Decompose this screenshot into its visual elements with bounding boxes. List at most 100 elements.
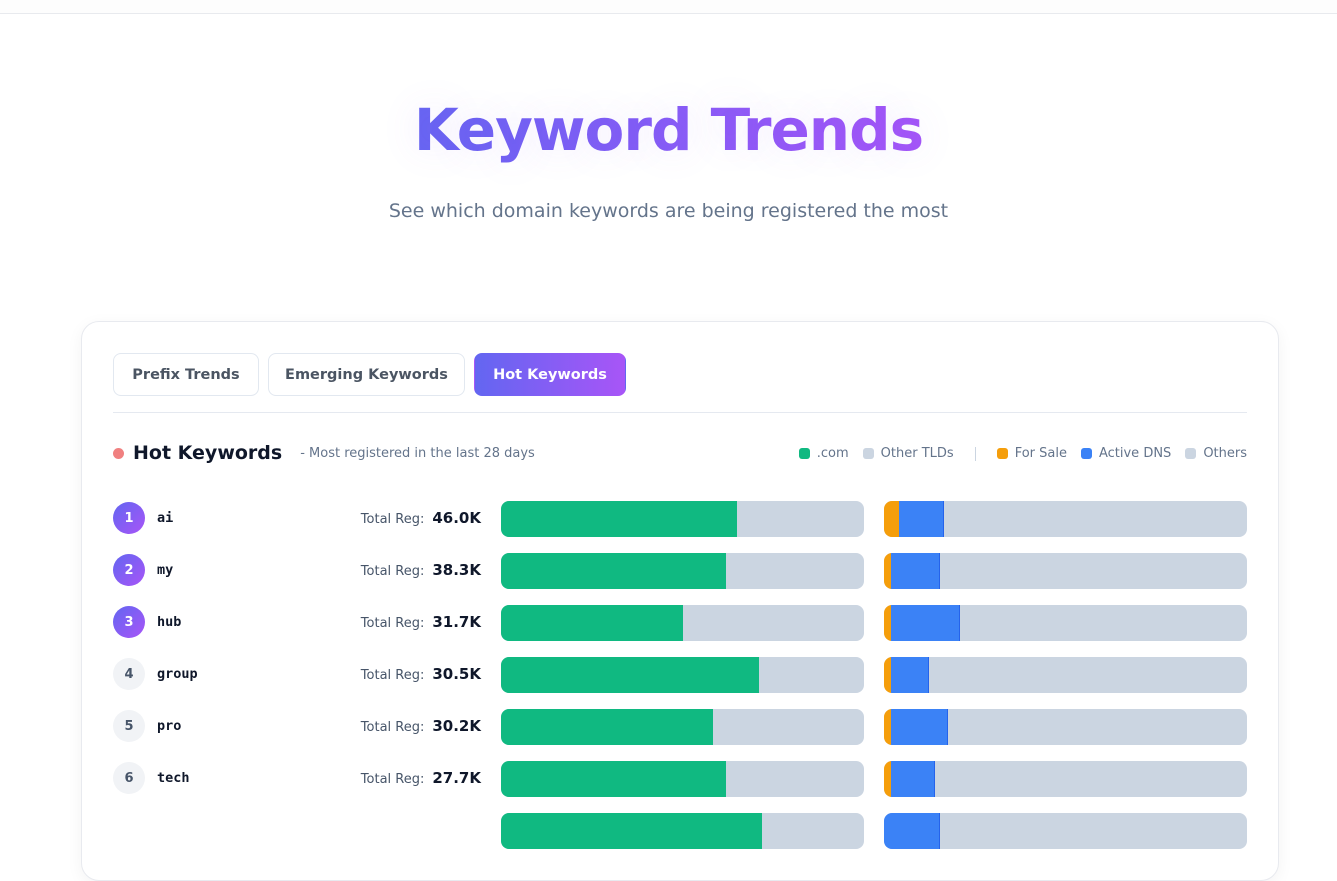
total-label: Total Reg: xyxy=(360,616,425,631)
keyword-list: 1 ai Total Reg: 46.0K 2 my Total Reg: 38… xyxy=(113,501,1247,865)
tld-split-bar xyxy=(501,553,864,589)
total-label: Total Reg: xyxy=(360,512,425,527)
status-split-bar xyxy=(884,761,1247,797)
legend-swatch-others-icon xyxy=(1185,448,1197,459)
hot-indicator-dot-icon xyxy=(113,447,124,459)
chart-legend: .com Other TLDs For Sale Active DNS Othe… xyxy=(785,446,1247,461)
tab-prefix-trends[interactable]: Prefix Trends xyxy=(113,353,259,396)
total-value: 30.5K xyxy=(432,665,481,683)
active-dns-segment xyxy=(891,553,941,589)
legend-label: Others xyxy=(1203,446,1247,461)
keyword-trends-card: Prefix Trends Emerging Keywords Hot Keyw… xyxy=(81,321,1279,881)
com-segment xyxy=(501,761,727,797)
keyword-row[interactable]: 5 pro Total Reg: 30.2K xyxy=(113,709,1247,761)
legend-item-for-sale: For Sale xyxy=(996,446,1067,461)
total-registrations: Total Reg: 27.7K xyxy=(361,769,481,787)
keyword-name[interactable]: group xyxy=(157,666,198,682)
keyword-row[interactable]: 6 tech Total Reg: 27.7K xyxy=(113,761,1247,813)
com-segment xyxy=(501,709,714,745)
rank-badge: 5 xyxy=(113,710,145,742)
legend-label: For Sale xyxy=(1014,446,1067,461)
active-dns-segment xyxy=(884,813,941,849)
page-title: Keyword Trends xyxy=(384,80,953,180)
total-label: Total Reg: xyxy=(360,564,425,579)
total-label: Total Reg: xyxy=(360,668,425,683)
com-segment xyxy=(501,657,759,693)
total-value: 46.0K xyxy=(432,509,481,527)
status-split-bar xyxy=(884,813,1247,849)
tab-bar: Prefix Trends Emerging Keywords Hot Keyw… xyxy=(113,353,626,396)
tld-split-bar xyxy=(501,605,864,641)
legend-label: Active DNS xyxy=(1098,446,1172,461)
rank-badge: 4 xyxy=(113,658,145,690)
rank-badge: 1 xyxy=(113,502,145,534)
legend-separator xyxy=(974,446,976,461)
section-title: Hot Keywords xyxy=(133,442,283,464)
com-segment xyxy=(501,605,683,641)
legend-swatch-active-dns-icon xyxy=(1080,448,1092,459)
rank-badge: 3 xyxy=(113,606,145,638)
keyword-row[interactable]: 4 group Total Reg: 30.5K xyxy=(113,657,1247,709)
total-registrations: Total Reg: 46.0K xyxy=(361,509,481,527)
status-split-bar xyxy=(884,657,1247,693)
top-nav-bar xyxy=(0,0,1337,14)
keyword-row[interactable]: 1 ai Total Reg: 46.0K xyxy=(113,501,1247,553)
hero: Keyword Trends xyxy=(0,80,1337,180)
legend-swatch-other-tlds-icon xyxy=(862,448,874,459)
status-split-bar xyxy=(884,605,1247,641)
for-sale-segment xyxy=(884,709,892,745)
active-dns-segment xyxy=(891,761,935,797)
status-split-bar xyxy=(884,553,1247,589)
keyword-row[interactable]: 2 my Total Reg: 38.3K xyxy=(113,553,1247,605)
page-subtitle: See which domain keywords are being regi… xyxy=(388,200,949,222)
tld-split-bar xyxy=(501,709,864,745)
tab-hot-keywords[interactable]: Hot Keywords xyxy=(474,353,626,396)
for-sale-segment xyxy=(884,605,892,641)
active-dns-segment xyxy=(891,709,948,745)
for-sale-segment xyxy=(884,553,892,589)
legend-item-others: Others xyxy=(1185,446,1247,461)
status-split-bar xyxy=(884,501,1247,537)
active-dns-segment xyxy=(891,657,930,693)
tab-divider xyxy=(113,412,1247,413)
legend-item-active-dns: Active DNS xyxy=(1080,446,1172,461)
status-split-bar xyxy=(884,709,1247,745)
com-segment xyxy=(501,501,737,537)
tld-split-bar xyxy=(501,501,864,537)
keyword-name[interactable]: tech xyxy=(157,770,190,786)
keyword-name[interactable]: my xyxy=(157,562,174,578)
keyword-name[interactable]: ai xyxy=(157,510,174,526)
keyword-row[interactable]: 3 hub Total Reg: 31.7K xyxy=(113,605,1247,657)
keyword-row-partial xyxy=(113,813,1247,865)
legend-item-other-tlds: Other TLDs xyxy=(862,446,954,461)
total-registrations: Total Reg: 30.5K xyxy=(361,665,481,683)
total-value: 31.7K xyxy=(432,613,481,631)
section-subtitle: - Most registered in the last 28 days xyxy=(300,445,535,461)
total-value: 30.2K xyxy=(432,717,481,735)
legend-item-com: .com xyxy=(798,446,849,461)
legend-label: Other TLDs xyxy=(880,446,954,461)
active-dns-segment xyxy=(891,605,961,641)
tld-split-bar xyxy=(501,657,864,693)
tab-emerging-keywords[interactable]: Emerging Keywords xyxy=(268,353,465,396)
com-segment xyxy=(501,813,763,849)
tld-split-bar xyxy=(501,761,864,797)
total-registrations: Total Reg: 38.3K xyxy=(361,561,481,579)
for-sale-segment xyxy=(884,657,892,693)
for-sale-segment xyxy=(884,501,899,537)
keyword-name[interactable]: pro xyxy=(157,718,182,734)
legend-swatch-com-icon xyxy=(798,448,810,459)
total-registrations: Total Reg: 31.7K xyxy=(361,613,481,631)
com-segment xyxy=(501,553,727,589)
legend-label: .com xyxy=(816,446,849,461)
tld-split-bar xyxy=(501,813,864,849)
rank-badge: 2 xyxy=(113,554,145,586)
total-label: Total Reg: xyxy=(360,772,425,787)
total-value: 38.3K xyxy=(432,561,481,579)
keyword-name[interactable]: hub xyxy=(157,614,182,630)
total-label: Total Reg: xyxy=(360,720,425,735)
total-registrations: Total Reg: 30.2K xyxy=(361,717,481,735)
section-header: Hot Keywords - Most registered in the la… xyxy=(113,442,535,464)
for-sale-segment xyxy=(884,761,892,797)
rank-badge: 6 xyxy=(113,762,145,794)
